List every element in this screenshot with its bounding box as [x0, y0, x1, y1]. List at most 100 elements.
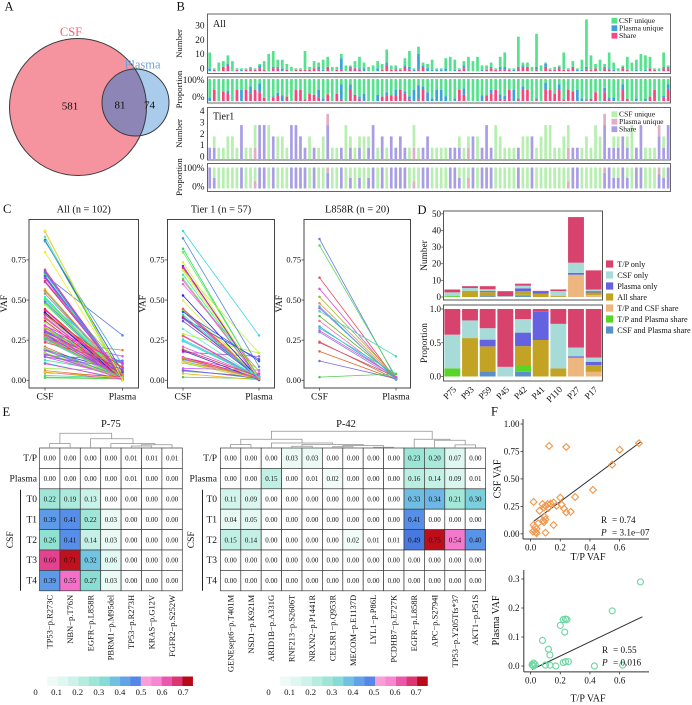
svg-text:0.00: 0.00 [105, 475, 118, 483]
svg-text:0%: 0% [192, 93, 205, 103]
svg-text:0.00: 0.00 [367, 475, 380, 483]
svg-text:Plasma: Plasma [382, 393, 410, 403]
svg-text:CSF only: CSF only [617, 271, 649, 280]
svg-text:0.32: 0.32 [84, 557, 97, 565]
svg-text:Plasma unique: Plasma unique [619, 117, 664, 126]
svg-text:0.2: 0.2 [508, 603, 519, 613]
svg-text:0.00: 0.00 [408, 557, 421, 565]
svg-text:0.01: 0.01 [166, 455, 179, 463]
svg-text:VAF: VAF [275, 295, 285, 312]
svg-text:0.00: 0.00 [146, 577, 159, 585]
svg-text:0.41: 0.41 [64, 516, 77, 524]
svg-text:581: 581 [62, 101, 79, 113]
svg-text:0.3: 0.3 [93, 687, 104, 697]
svg-text:0.00: 0.00 [286, 376, 301, 385]
svg-text:0.49: 0.49 [408, 536, 421, 544]
svg-text:T3: T3 [26, 556, 37, 566]
svg-text:0.00: 0.00 [347, 496, 360, 504]
svg-text:All: All [213, 19, 226, 30]
svg-text:Proportion: Proportion [174, 70, 184, 108]
svg-text:30: 30 [432, 242, 442, 252]
svg-text:0.4: 0.4 [347, 687, 359, 697]
svg-text:0.00: 0.00 [44, 455, 57, 463]
svg-text:0.2: 0.2 [555, 676, 566, 686]
svg-text:RNF213−p.S2606T: RNF213−p.S2606T [287, 594, 297, 662]
svg-text:0.00: 0.00 [367, 577, 380, 585]
svg-text:LYL1−p.P86L: LYL1−p.P86L [368, 595, 378, 645]
svg-text:T/P and CSF share: T/P and CSF share [617, 304, 679, 313]
svg-text:0: 0 [266, 687, 271, 697]
svg-text:Share: Share [619, 124, 637, 133]
svg-text:P: P [601, 658, 608, 668]
svg-text:0.00: 0.00 [224, 475, 237, 483]
svg-text:0.00: 0.00 [245, 475, 258, 483]
svg-text:0.75: 0.75 [150, 256, 165, 265]
svg-text:T0: T0 [26, 495, 37, 505]
svg-text:= 3.1e−07: = 3.1e−07 [612, 528, 650, 538]
svg-text:0.00: 0.00 [306, 516, 319, 524]
svg-text:1: 1 [200, 141, 205, 151]
svg-text:0.00: 0.00 [469, 557, 482, 565]
svg-text:1.0: 1.0 [430, 304, 442, 314]
svg-text:0.0: 0.0 [430, 372, 442, 382]
svg-text:0.02: 0.02 [347, 536, 360, 544]
svg-text:0.50: 0.50 [11, 296, 26, 305]
svg-text:0.41: 0.41 [408, 516, 421, 524]
svg-text:0.00: 0.00 [388, 516, 401, 524]
svg-text:0.00: 0.00 [469, 516, 482, 524]
svg-text:0.01: 0.01 [125, 455, 138, 463]
svg-text:0.00: 0.00 [286, 557, 299, 565]
svg-text:0.39: 0.39 [44, 577, 57, 585]
svg-text:0.5: 0.5 [136, 687, 147, 697]
svg-text:= 0.74: = 0.74 [612, 515, 636, 525]
svg-text:0.00: 0.00 [428, 557, 441, 565]
svg-text:T/P and Plasma share: T/P and Plasma share [617, 315, 688, 324]
svg-text:CSF VAF: CSF VAF [493, 459, 504, 498]
svg-text:0.00: 0.00 [166, 577, 179, 585]
svg-text:EGFR−p.L858R: EGFR−p.L858R [85, 594, 95, 651]
svg-text:0.00: 0.00 [265, 496, 278, 504]
svg-text:D: D [418, 203, 427, 217]
svg-text:0.00: 0.00 [245, 557, 258, 565]
svg-text:0.4: 0.4 [584, 676, 596, 686]
svg-text:0.75: 0.75 [11, 256, 26, 265]
svg-text:NRXN2−p.P1441R: NRXN2−p.P1441R [307, 594, 317, 661]
svg-text:P-75: P-75 [101, 419, 121, 430]
svg-text:B: B [177, 0, 185, 14]
svg-text:0.00: 0.00 [166, 516, 179, 524]
svg-text:VAF: VAF [139, 295, 149, 312]
svg-text:Plasma VAF: Plasma VAF [491, 595, 502, 645]
svg-text:0.60: 0.60 [44, 557, 57, 565]
svg-text:0.4: 0.4 [114, 687, 126, 697]
svg-text:0.14: 0.14 [84, 536, 97, 544]
svg-text:0.00: 0.00 [64, 475, 77, 483]
svg-text:0.25: 0.25 [504, 501, 520, 511]
svg-text:0.00: 0.00 [166, 475, 179, 483]
svg-text:0.03: 0.03 [105, 536, 118, 544]
svg-text:0.00: 0.00 [449, 557, 462, 565]
svg-text:0.00: 0.00 [306, 577, 319, 585]
svg-text:0.23: 0.23 [408, 455, 421, 463]
svg-text:CSF unique: CSF unique [619, 16, 656, 25]
svg-text:L858R (n = 20): L858R (n = 20) [325, 205, 389, 216]
svg-text:0.6: 0.6 [614, 676, 626, 686]
svg-text:0.00: 0.00 [105, 455, 118, 463]
svg-text:0.6: 0.6 [390, 687, 402, 697]
svg-text:Number: Number [420, 239, 430, 270]
svg-text:0.26: 0.26 [44, 536, 57, 544]
svg-text:0.00: 0.00 [245, 455, 258, 463]
svg-text:0.3: 0.3 [326, 687, 337, 697]
svg-text:50: 50 [432, 209, 442, 219]
svg-text:0.00: 0.00 [224, 577, 237, 585]
svg-text:F: F [491, 405, 498, 419]
svg-text:0.04: 0.04 [224, 516, 237, 524]
svg-text:0.00: 0.00 [367, 496, 380, 504]
svg-text:0.00: 0.00 [265, 577, 278, 585]
svg-text:ARID1B−p.A331G: ARID1B−p.A331G [266, 595, 276, 662]
svg-text:Plasma: Plasma [190, 475, 218, 485]
svg-text:T/P: T/P [23, 454, 37, 464]
svg-text:APC−p.S2794I: APC−p.S2794I [429, 595, 439, 647]
svg-text:0.01: 0.01 [125, 475, 138, 483]
svg-text:10: 10 [195, 50, 205, 60]
svg-text:T4: T4 [206, 577, 217, 587]
